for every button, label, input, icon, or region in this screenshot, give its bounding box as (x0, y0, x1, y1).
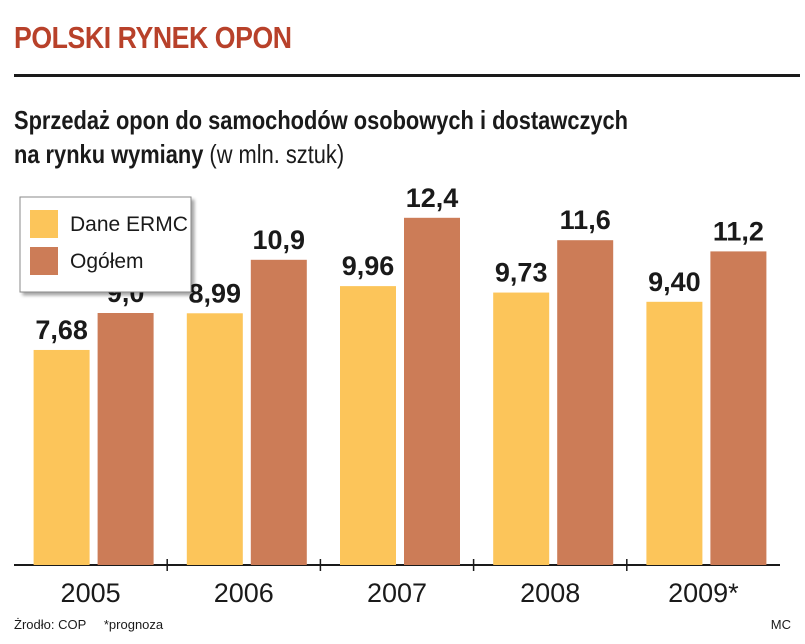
subtitle-line-1: Sprzedaż opon do samochodów osobowych i … (14, 105, 629, 135)
chart-subtitle: Sprzedaż opon do samochodów osobowych i … (14, 103, 678, 171)
bar (404, 217, 460, 566)
x-tick-label: 2008 (520, 578, 580, 608)
legend: Dane ERMC Ogółem (19, 196, 192, 293)
bar (33, 349, 90, 565)
legend-label: Ogółem (70, 250, 144, 273)
legend-label: Dane ERMC (70, 213, 188, 236)
x-tick-label: 2007 (367, 578, 427, 608)
data-label: 10,9 (253, 225, 306, 255)
data-label: 9,40 (648, 267, 701, 297)
x-tick-label: 2005 (61, 578, 121, 608)
footer-notes: Żrodło: COP *prognoza (14, 617, 177, 632)
legend-swatch (30, 210, 58, 238)
headline: POLSKI RYNEK OPON (14, 20, 292, 55)
subtitle-line-2: na rynku wymiany (14, 139, 204, 169)
bar (250, 259, 307, 565)
legend-swatch (30, 247, 58, 275)
bar (186, 313, 243, 565)
subtitle-unit: (w mln. sztuk) (209, 139, 345, 169)
bar (493, 292, 550, 565)
data-label: 9,96 (342, 251, 395, 281)
headline-divider (14, 74, 800, 77)
data-label: 11,2 (713, 216, 764, 246)
source-note: Żrodło: COP (14, 617, 87, 632)
bar (557, 240, 614, 565)
x-tick-label: 2009* (668, 578, 739, 608)
credit: MC (770, 617, 791, 632)
bar (97, 313, 154, 565)
data-label: 8,99 (189, 278, 242, 308)
data-label: 9,73 (495, 258, 548, 288)
data-label: 7,68 (35, 315, 88, 345)
forecast-note: *prognoza (103, 617, 164, 632)
bar (340, 286, 396, 565)
data-label: 11,6 (560, 205, 611, 235)
bar (710, 251, 767, 565)
bar (646, 301, 703, 565)
data-label: 12,4 (406, 183, 459, 213)
x-tick-label: 2006 (214, 578, 274, 608)
